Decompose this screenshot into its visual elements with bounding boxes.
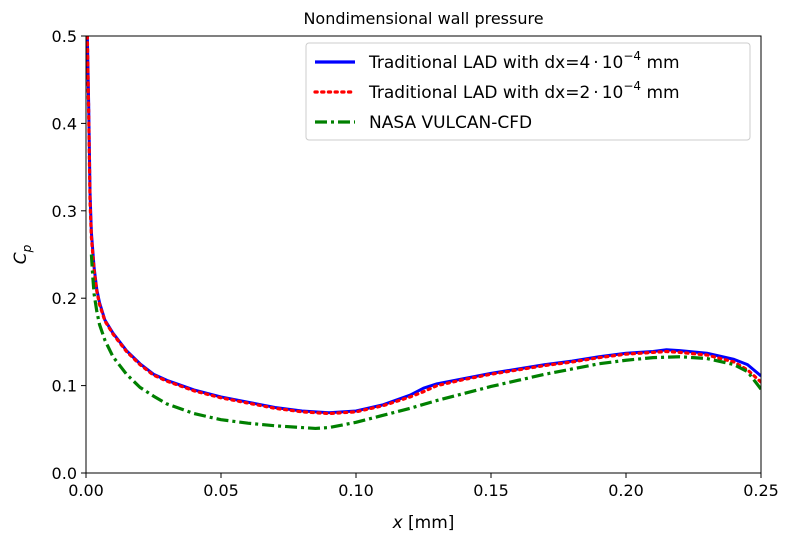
x-tick-label: 0.10 <box>338 481 374 500</box>
chart-title: Nondimensional wall pressure <box>303 9 543 28</box>
legend: Traditional LAD with dx=4 · 10−4 mmTraditi… <box>305 42 751 141</box>
legend-label-unit: mm <box>641 83 680 103</box>
plot-frame <box>85 35 762 474</box>
y-tick-label: 0.5 <box>52 27 77 46</box>
legend-label-dot: · <box>593 53 598 73</box>
legend-label-3: NASA VULCAN-CFD <box>369 113 532 133</box>
y-tick-label: 0.3 <box>52 202 77 221</box>
legend-label-base: 10 <box>602 83 624 103</box>
x-tick-label: 0.00 <box>68 481 104 500</box>
y-tick-label: 0.0 <box>52 464 77 483</box>
legend-label-dot: · <box>593 83 598 103</box>
y-tick-label: 0.1 <box>52 377 77 396</box>
y-tick-label: 0.2 <box>52 289 77 308</box>
series-layer <box>86 36 761 431</box>
x-axis-var: x <box>392 513 404 533</box>
legend-label-text: Traditional LAD with dx=4 <box>368 53 590 73</box>
y-axis-base: C <box>11 252 31 264</box>
x-tick-label: 0.05 <box>203 481 239 500</box>
x-tick-label: 0.25 <box>743 481 779 500</box>
series-line-3 <box>89 254 761 431</box>
legend-label-unit: mm <box>641 53 680 73</box>
legend-label-text: Traditional LAD with dx=2 <box>368 83 590 103</box>
legend-label-2: Traditional LAD with dx=2 · 10−4 mm <box>368 79 680 103</box>
legend-label-exponent: −4 <box>623 79 641 93</box>
y-tick-label: 0.4 <box>52 114 77 133</box>
x-tick-label: 0.15 <box>473 481 509 500</box>
x-axis-label: x [mm] <box>392 513 455 533</box>
series-line-2 <box>86 36 761 416</box>
legend-label-text: NASA VULCAN-CFD <box>369 113 532 133</box>
legend-label-base: 10 <box>602 53 624 73</box>
y-axis-label: Cp <box>11 244 34 264</box>
axis-ticks <box>81 35 762 478</box>
y-axis-sub: p <box>20 244 34 253</box>
legend-label-exponent: −4 <box>623 49 641 63</box>
x-axis-unit: [mm] <box>403 513 455 533</box>
legend-box <box>305 42 751 141</box>
x-tick-label: 0.20 <box>608 481 644 500</box>
tick-labels: 0.00 0.05 0.10 0.15 0.20 0.25 0.0 0.1 0.2 0.3 0.4 0… <box>52 27 779 500</box>
legend-label-1: Traditional LAD with dx=4 · 10−4 mm <box>368 49 680 73</box>
